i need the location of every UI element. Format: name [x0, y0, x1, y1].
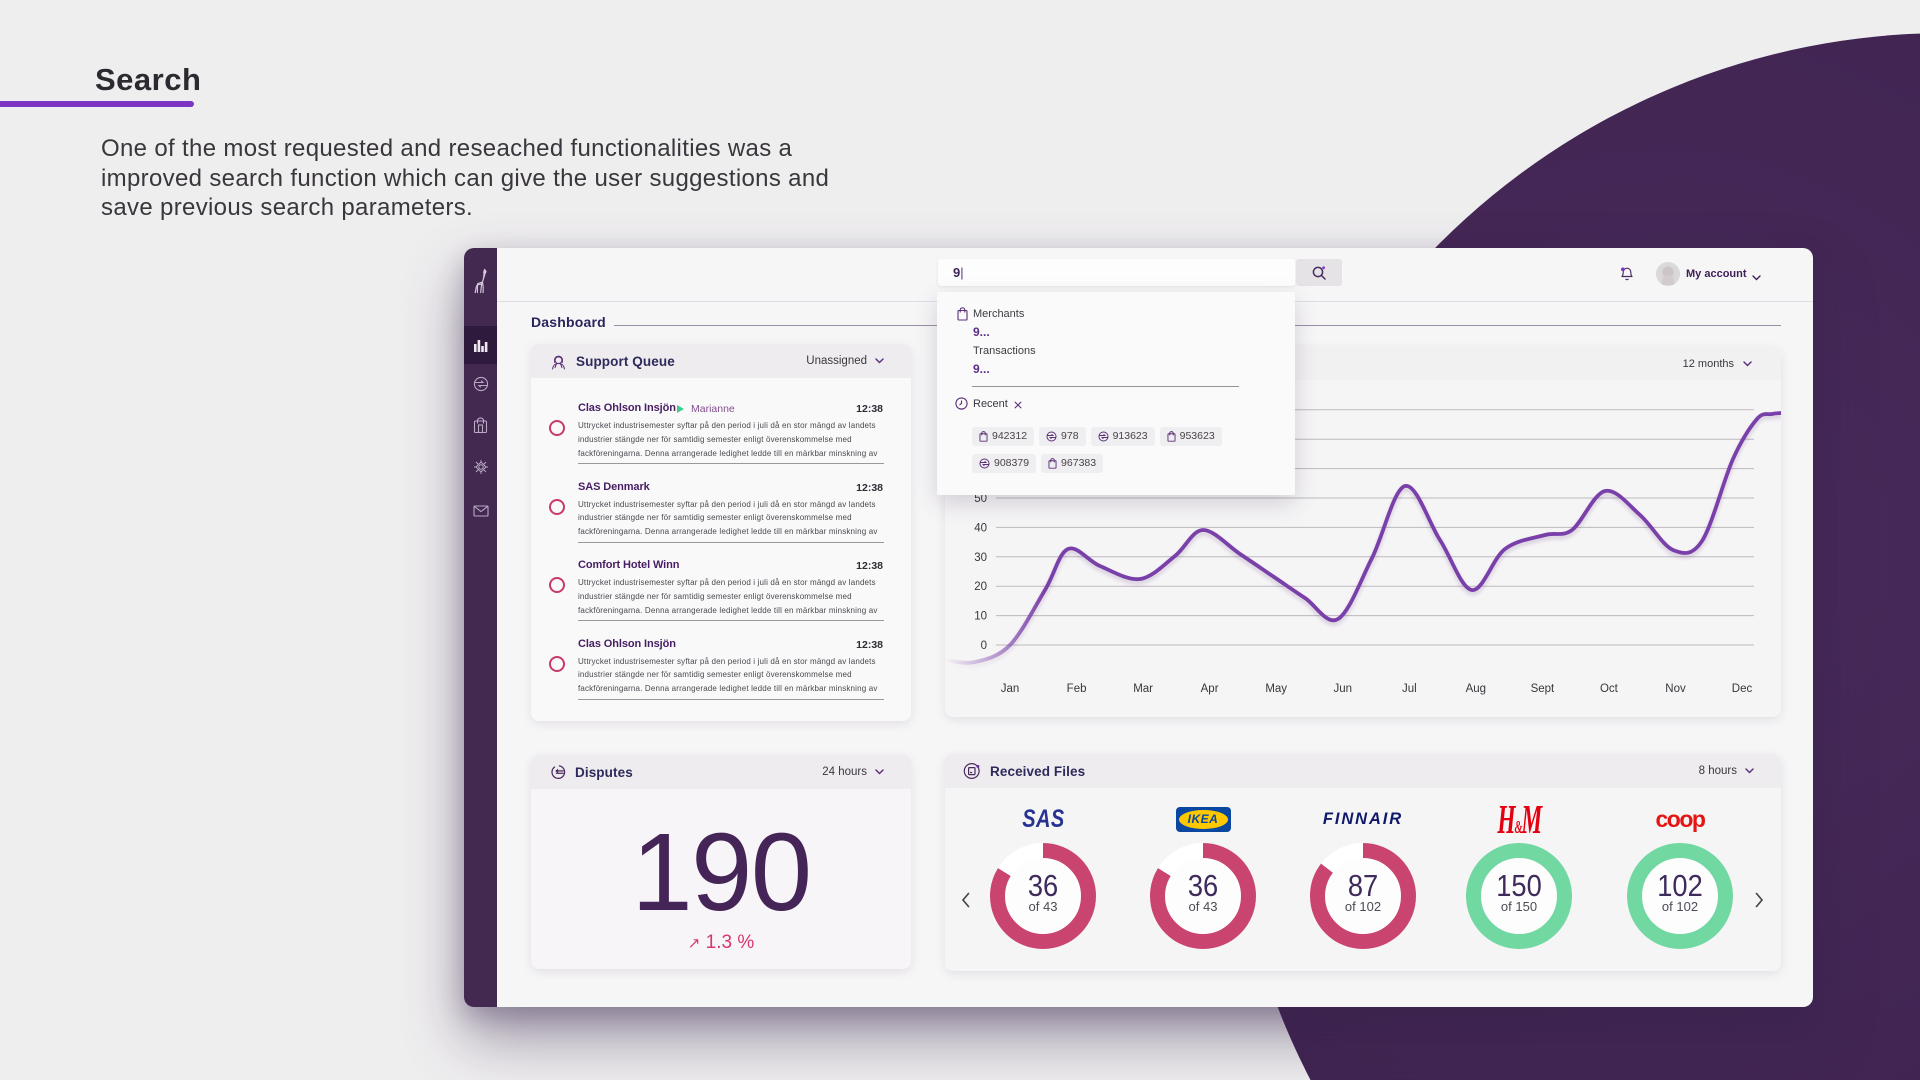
- svg-text:Nov: Nov: [1665, 683, 1686, 695]
- svg-text:Sept: Sept: [1531, 683, 1555, 695]
- svg-text:Aug: Aug: [1466, 683, 1486, 695]
- svg-text:Jan: Jan: [1001, 683, 1020, 695]
- svg-text:20: 20: [974, 581, 987, 593]
- svg-text:Apr: Apr: [1201, 683, 1219, 695]
- svg-text:Jul: Jul: [1402, 683, 1417, 695]
- svg-text:Feb: Feb: [1067, 683, 1087, 695]
- svg-text:Jun: Jun: [1334, 683, 1353, 695]
- svg-text:Oct: Oct: [1600, 683, 1619, 695]
- svg-text:Dec: Dec: [1732, 683, 1753, 695]
- svg-text:40: 40: [974, 522, 987, 534]
- svg-text:Mar: Mar: [1133, 683, 1153, 695]
- svg-text:50: 50: [974, 493, 987, 505]
- svg-text:10: 10: [974, 611, 987, 623]
- svg-text:0: 0: [981, 640, 987, 652]
- svg-text:May: May: [1265, 683, 1287, 695]
- svg-text:30: 30: [974, 552, 987, 564]
